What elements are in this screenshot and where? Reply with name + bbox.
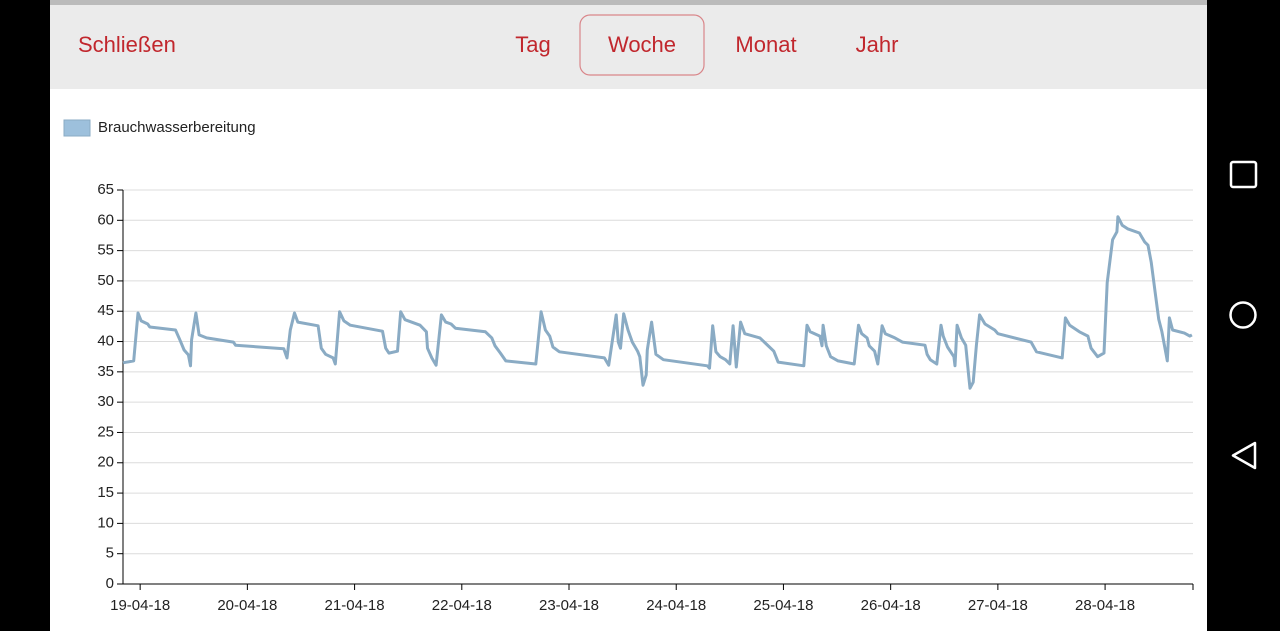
legend-label: Brauchwasserbereitung [98,119,256,136]
y-tick-label: 35 [97,363,114,380]
y-tick-label: 30 [97,393,114,410]
header-shadow [50,0,1207,5]
y-tick-label: 60 [97,211,114,228]
x-tick-label: 25-04-18 [753,597,813,614]
x-tick-label: 28-04-18 [1075,597,1135,614]
y-tick-label: 10 [97,514,114,531]
y-tick-label: 40 [97,333,114,350]
y-tick-label: 65 [97,181,114,198]
y-tick-label: 5 [106,545,114,562]
x-tick-label: 21-04-18 [325,597,385,614]
nav-recent[interactable] [1229,160,1258,189]
y-tick-label: 15 [97,484,114,501]
y-tick-label: 50 [97,272,114,289]
x-tick-label: 26-04-18 [861,597,921,614]
tab[interactable]: Woche [608,32,676,57]
y-tick-label: 45 [97,302,114,319]
tab[interactable]: Jahr [856,32,899,57]
x-tick-label: 20-04-18 [217,597,277,614]
y-tick-label: 0 [106,575,114,592]
close-button[interactable]: Schließen [78,32,176,57]
x-tick-label: 27-04-18 [968,597,1028,614]
x-tick-label: 22-04-18 [432,597,492,614]
tab-selected-box [579,14,705,76]
y-tick-label: 20 [97,454,114,471]
y-tick-label: 25 [97,423,114,440]
x-tick-label: 19-04-18 [110,597,170,614]
app-area [50,0,1207,631]
tab[interactable]: Monat [735,32,796,57]
tab[interactable]: Tag [515,32,550,57]
nav-home[interactable] [1229,301,1257,329]
legend-swatch [63,119,91,137]
x-tick-label: 23-04-18 [539,597,599,614]
x-tick-label: 24-04-18 [646,597,706,614]
y-tick-label: 55 [97,242,114,259]
nav-back[interactable] [1231,441,1257,470]
data-line [122,215,1193,390]
